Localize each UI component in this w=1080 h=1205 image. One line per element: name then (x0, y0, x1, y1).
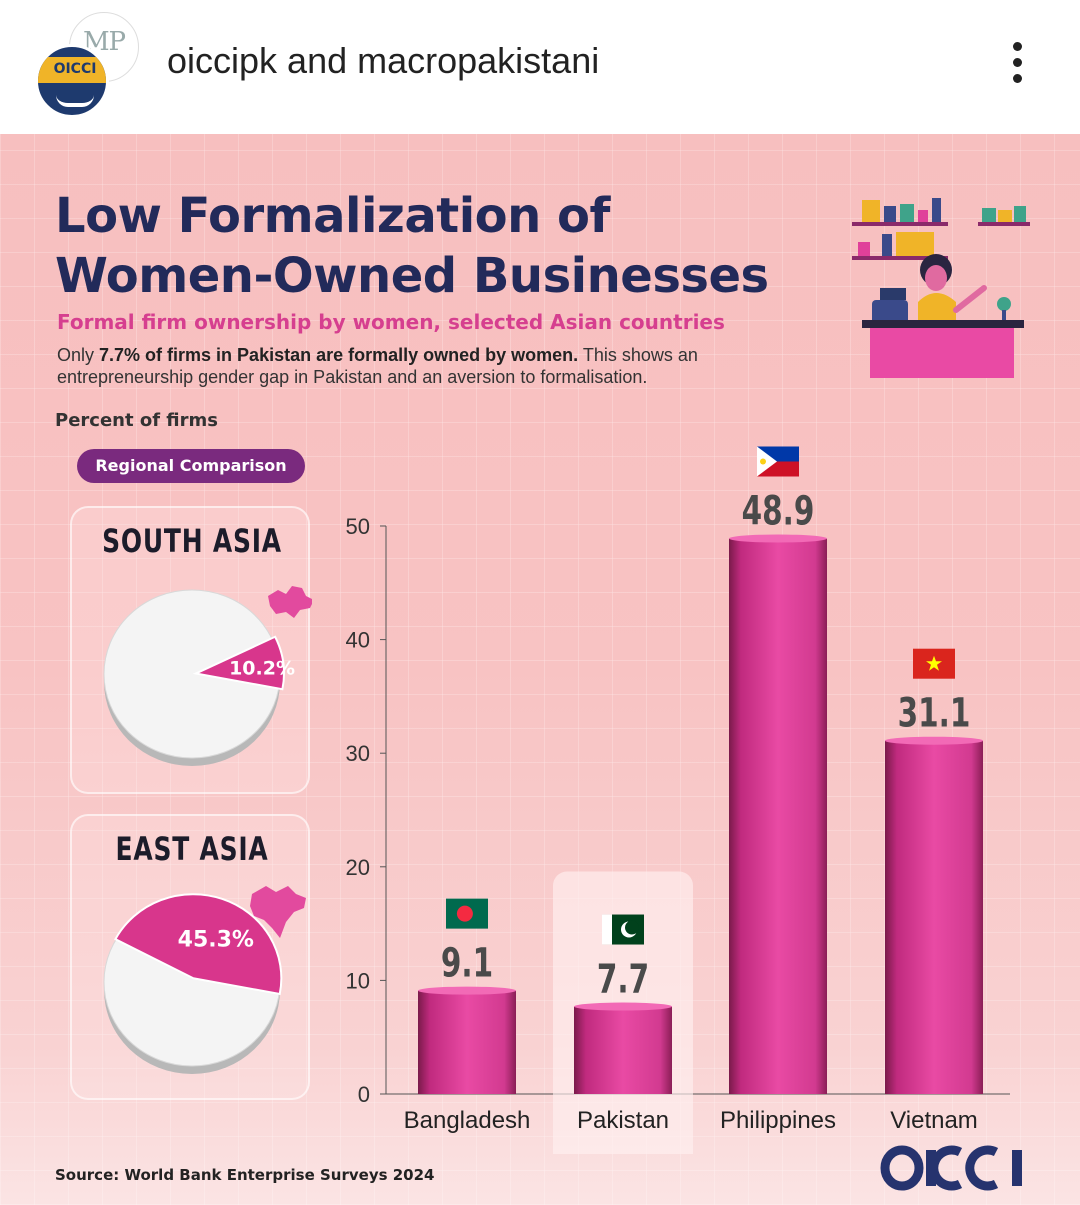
east-asia-pie: 45.3% (103, 886, 306, 1074)
desc-bold: 7.7% of firms in Pakistan are formally o… (99, 345, 579, 365)
bar-top (574, 1002, 672, 1011)
pie-label: 45.3% (178, 928, 254, 953)
avatar[interactable]: MP OICCI (33, 12, 143, 122)
y-tick-label: 0 (358, 1082, 370, 1107)
x-tick-label: Bangladesh (404, 1107, 531, 1134)
infographic-description: Only 7.7% of firms in Pakistan are forma… (57, 344, 777, 388)
vietnam-flag-icon (913, 648, 955, 679)
bar-top (418, 986, 516, 995)
y-axis-label: Percent of firms (55, 410, 218, 431)
y-tick-label: 40 (346, 628, 370, 653)
bar-chart: 0 10 20 30 40 50 9.1 Bangladesh 7.7 Pakistan 48.9 P… (346, 446, 1010, 1154)
bar-bangladesh (418, 990, 516, 1094)
pie-slice-highlight (192, 635, 285, 691)
pakistan-flag-icon (602, 914, 644, 945)
bar-philippines (729, 538, 827, 1094)
regional-comparison-pill: Regional Comparison (77, 449, 305, 483)
bar-value-label: 7.7 (597, 955, 649, 1002)
east-asia-title: EAST ASIA (115, 830, 269, 868)
y-tick-label: 20 (346, 855, 370, 880)
bar-value-label: 9.1 (441, 939, 493, 986)
south-asia-title: SOUTH ASIA (102, 522, 282, 560)
y-tick-label: 30 (346, 741, 370, 766)
oicci-avatar[interactable]: OICCI (35, 44, 109, 118)
post-author-names[interactable]: oiccipk and macropakistani (167, 40, 600, 81)
bar-vietnam (885, 740, 983, 1094)
south-asia-pie: 10.2% (103, 586, 312, 766)
oicci-logo-icon (880, 1145, 1022, 1191)
ship-icon (56, 87, 94, 107)
bar-top (729, 534, 827, 543)
east-asia-map-icon (250, 886, 306, 938)
avatar-oicci-text: OICCI (53, 61, 97, 77)
x-tick-label: Philippines (720, 1107, 836, 1134)
bar-value-label: 48.9 (742, 487, 815, 534)
infographic-title: Low Formalization of Women-Owned Busines… (55, 186, 769, 306)
infographic-subtitle: Formal firm ownership by women, selected… (57, 310, 725, 334)
shop-illustration-icon (852, 198, 1030, 378)
source-note: Source: World Bank Enterprise Surveys 20… (55, 1166, 435, 1184)
pie-slice-highlight (114, 893, 283, 996)
x-tick-label: Pakistan (577, 1107, 669, 1134)
y-tick-label: 10 (346, 968, 370, 993)
desc-rest: This shows an entrepreneurship gender ga… (57, 345, 698, 387)
desc-prefix: Only (57, 345, 100, 365)
bar-pakistan (574, 1006, 672, 1094)
bangladesh-flag-icon (446, 898, 488, 929)
south-asia-card: SOUTH ASIA 10.2% (70, 506, 312, 794)
east-asia-card: EAST ASIA 45.3% (70, 814, 310, 1100)
title-line-1: Low Formalization of (55, 188, 610, 244)
x-tick-label: Vietnam (890, 1107, 978, 1134)
more-vertical-icon[interactable] (1003, 38, 1033, 88)
infographic: Low Formalization of Women-Owned Busines… (0, 134, 1080, 1205)
y-tick-label: 50 (346, 514, 370, 539)
pie-label: 10.2% (229, 658, 295, 680)
bar-top (885, 736, 983, 745)
bar-value-label: 31.1 (898, 690, 971, 737)
south-asia-map-icon (268, 586, 312, 618)
post-header: MP OICCI oiccipk and macropakistani (0, 0, 1080, 134)
oicci-logo (880, 1144, 1030, 1205)
title-line-2: Women-Owned Businesses (55, 248, 769, 304)
philippines-flag-icon (757, 446, 799, 477)
